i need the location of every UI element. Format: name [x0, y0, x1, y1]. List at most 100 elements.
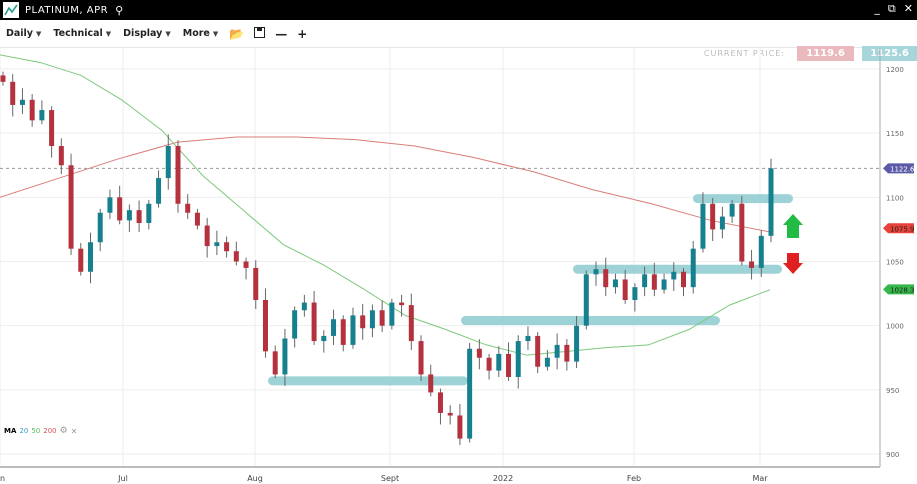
candle — [535, 335, 541, 367]
candle — [603, 269, 609, 288]
support-resistance-band — [461, 316, 720, 326]
candle — [525, 335, 531, 342]
candle — [272, 351, 278, 375]
close-icon[interactable]: ✕ — [70, 426, 78, 436]
candle — [719, 216, 725, 230]
candle — [642, 274, 648, 288]
candle — [292, 310, 298, 339]
candle — [311, 302, 317, 342]
menu-label: Technical — [53, 28, 103, 39]
instrument-title: PLATINUM, APR — [25, 4, 109, 16]
price-tag — [883, 284, 914, 295]
candle — [165, 145, 171, 179]
candle — [146, 203, 152, 223]
y-tick-label: 1150 — [886, 130, 904, 138]
candle — [768, 168, 774, 236]
up-arrow-icon — [783, 214, 803, 238]
candle — [39, 110, 45, 121]
folder-open-icon[interactable]: 📂 — [229, 26, 245, 41]
candle — [506, 353, 512, 377]
candle — [700, 203, 706, 249]
candle — [496, 353, 502, 371]
menu-label: Daily — [6, 28, 34, 39]
caret-down-icon: ▼ — [212, 29, 219, 38]
candle — [19, 99, 25, 105]
zoom-in-icon[interactable]: + — [297, 26, 308, 41]
candle — [408, 305, 414, 342]
candle — [544, 357, 550, 367]
ma50-line — [0, 54, 771, 356]
candle — [564, 344, 570, 362]
toolbar: Daily ▼ Technical ▼ Display ▼ More ▼ 📂 — + C… — [0, 20, 917, 61]
popout-icon[interactable]: ⧉ — [887, 2, 896, 15]
candle — [428, 374, 434, 393]
down-arrow-icon — [783, 253, 803, 274]
x-tick-label: n — [0, 474, 5, 483]
candle — [369, 310, 375, 329]
candle — [97, 212, 103, 243]
title-bar: PLATINUM, APR ⚲ _ ⧉ ✕ — [0, 0, 917, 20]
minimize-icon[interactable]: _ — [874, 2, 880, 15]
candle — [583, 274, 589, 326]
y-tick-label: 1050 — [886, 258, 904, 266]
candle — [515, 341, 521, 377]
bid-price[interactable]: 1119.6 — [797, 46, 854, 61]
search-icon[interactable]: ⚲ — [115, 3, 124, 17]
candle — [204, 225, 210, 247]
ma-20: 20 — [19, 427, 29, 435]
price-tag-label: 1075.9 — [890, 225, 915, 233]
y-tick-label: 1000 — [886, 323, 904, 331]
menu-more[interactable]: More ▼ — [183, 28, 219, 39]
candle — [389, 302, 395, 326]
current-price-label: CURRENT PRICE: — [703, 49, 785, 58]
menu-label: More — [182, 28, 210, 39]
candle — [554, 344, 560, 358]
candle — [418, 341, 424, 375]
support-resistance-band — [268, 376, 468, 386]
price-tag — [883, 223, 914, 234]
candle — [447, 412, 453, 416]
chart-line-icon — [3, 2, 19, 18]
save-icon[interactable] — [254, 26, 266, 41]
x-tick-label: Aug — [247, 474, 263, 483]
close-icon[interactable]: ✕ — [903, 2, 913, 15]
candle — [175, 145, 181, 204]
candle — [437, 392, 443, 413]
candle — [29, 99, 35, 121]
candle — [282, 338, 288, 375]
y-tick-label: 950 — [886, 387, 899, 395]
x-tick-label: Sept — [381, 474, 399, 483]
menu-technical[interactable]: Technical ▼ — [53, 28, 111, 39]
support-resistance-band — [693, 194, 793, 204]
candle — [612, 279, 618, 288]
candle — [78, 248, 84, 272]
x-tick-label: Feb — [627, 474, 641, 483]
gear-icon[interactable]: ⚙ — [59, 426, 68, 436]
candle — [661, 279, 667, 290]
candle — [350, 315, 356, 345]
ask-price[interactable]: 1125.6 — [862, 46, 917, 61]
candle — [253, 267, 259, 300]
candle — [224, 242, 230, 252]
menu-display[interactable]: Display ▼ — [123, 28, 171, 39]
candle — [126, 210, 132, 221]
x-tick-label: 2022 — [493, 474, 513, 483]
candle — [739, 203, 745, 262]
caret-down-icon: ▼ — [36, 29, 42, 38]
candle — [10, 81, 16, 105]
candle — [574, 325, 580, 362]
zoom-out-icon[interactable]: — — [275, 26, 288, 41]
candle — [379, 310, 385, 326]
candle — [214, 242, 220, 247]
candle — [185, 203, 191, 213]
menu-daily[interactable]: Daily ▼ — [6, 28, 41, 39]
ma-50: 50 — [31, 427, 41, 435]
current-price: CURRENT PRICE: 1119.6 1125.6 — [704, 46, 917, 61]
candle — [399, 302, 405, 306]
candle — [0, 75, 6, 82]
candle — [58, 145, 64, 166]
candle — [457, 415, 463, 439]
caret-down-icon: ▼ — [105, 29, 112, 38]
candle — [331, 319, 337, 336]
